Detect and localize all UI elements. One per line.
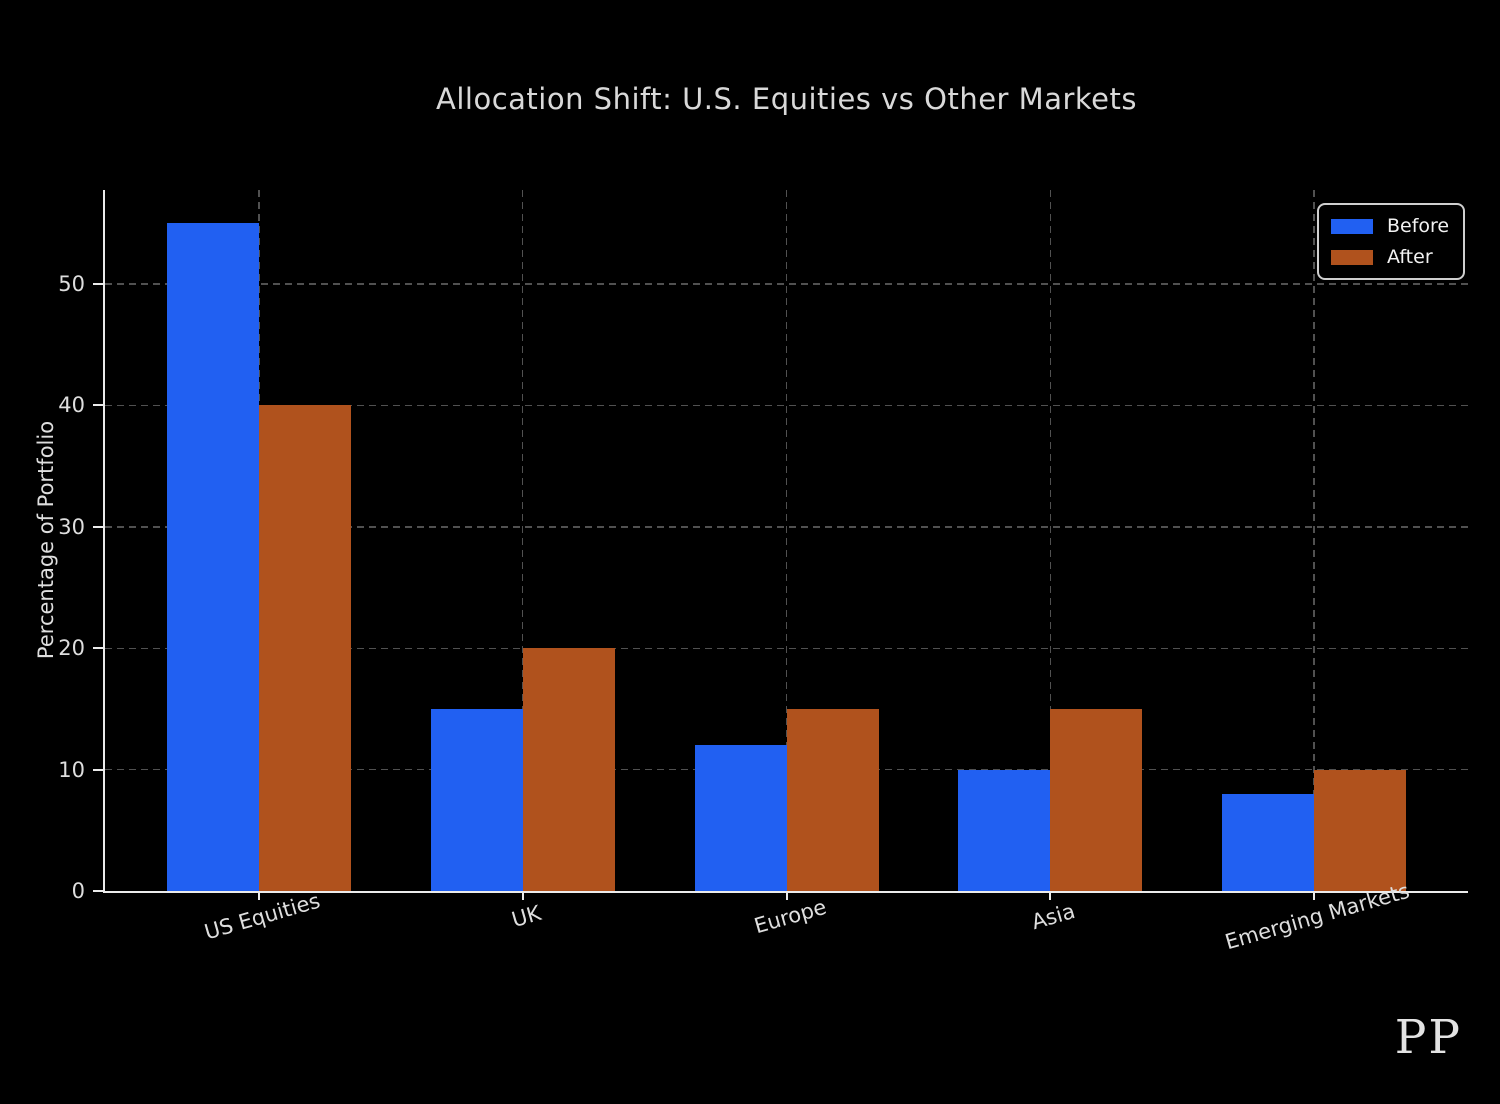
y-tick-mark [93,283,103,286]
legend-item-after: After [1331,246,1449,268]
x-tick-label: Asia [1029,898,1079,935]
bar-after-0 [259,405,351,891]
legend-label-after: After [1387,246,1433,268]
gridline-vertical [522,190,524,891]
gridline-vertical [1313,190,1315,891]
bar-after-2 [786,708,879,891]
y-tick-label: 50 [58,272,85,297]
y-tick-mark [93,404,103,407]
y-tick-label: 20 [58,636,85,661]
y-tick-mark [93,525,103,528]
bar-after-3 [1050,708,1143,891]
x-tick-label: US Equities [201,888,323,945]
y-tick-mark [93,890,103,892]
x-tick-mark [785,893,788,900]
x-tick-mark [258,893,260,900]
chart-title: Allocation Shift: U.S. Equities vs Other… [436,82,1137,116]
x-tick-mark [1049,893,1052,900]
axis-left-spine [103,190,105,893]
gridline-vertical [1049,190,1051,891]
x-tick-mark [1313,893,1315,900]
y-tick-label: 30 [58,514,85,539]
bar-before-2 [694,745,787,891]
y-tick-label: 40 [58,393,85,418]
x-tick-label: Europe [751,894,829,939]
bar-before-4 [1222,793,1314,891]
gridline-vertical [785,190,788,891]
bar-before-1 [430,708,523,891]
x-tick-label: UK [508,900,544,933]
legend-swatch-before-icon [1331,218,1373,234]
plot-area: 0 10 20 30 40 50 US Equities UK Europe Asia Emergi… [58,190,1468,954]
x-tick-mark [521,893,524,900]
bar-before-0 [167,223,259,891]
axis-bottom-spine [103,891,1468,893]
legend-swatch-after-icon [1331,249,1373,265]
watermark-logo: PP [1394,1010,1462,1065]
y-tick-label: 0 [71,879,85,903]
y-tick-label: 10 [58,757,85,782]
legend-label-before: Before [1387,215,1450,237]
y-tick-mark [93,647,103,650]
legend-item-before: Before [1331,215,1449,237]
bar-after-1 [522,648,615,891]
bar-before-3 [958,769,1051,891]
y-tick-mark [93,768,103,771]
bar-after-4 [1314,769,1406,891]
legend: Before After [1317,203,1466,280]
